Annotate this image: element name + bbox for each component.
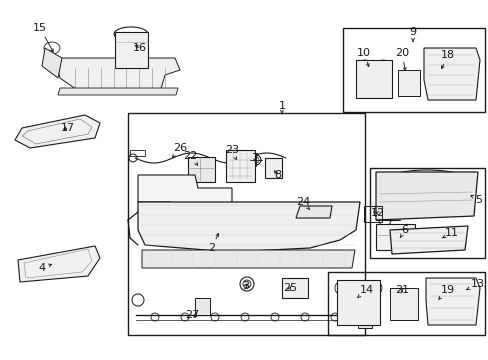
Polygon shape <box>115 32 148 68</box>
Text: 18: 18 <box>440 50 454 68</box>
Text: 22: 22 <box>183 151 197 165</box>
Circle shape <box>243 280 250 288</box>
Text: 13: 13 <box>466 279 484 290</box>
Text: 3: 3 <box>242 281 249 291</box>
Text: 19: 19 <box>438 285 454 299</box>
Text: 26: 26 <box>172 143 187 157</box>
Text: 5: 5 <box>470 195 482 205</box>
Polygon shape <box>389 226 467 254</box>
Bar <box>187 157 215 182</box>
Bar <box>342 28 484 112</box>
Circle shape <box>363 69 383 89</box>
Bar <box>282 278 307 298</box>
Bar <box>225 150 254 182</box>
Polygon shape <box>138 175 231 210</box>
Polygon shape <box>195 298 209 315</box>
Bar <box>357 308 371 328</box>
Polygon shape <box>425 278 479 325</box>
Polygon shape <box>58 88 178 95</box>
Circle shape <box>396 297 410 311</box>
Text: 11: 11 <box>441 228 458 238</box>
Text: 23: 23 <box>224 145 239 159</box>
Polygon shape <box>142 250 354 268</box>
Polygon shape <box>42 48 62 78</box>
Text: 21: 21 <box>394 285 408 295</box>
Polygon shape <box>15 115 100 148</box>
Text: 4: 4 <box>39 263 51 273</box>
Text: 25: 25 <box>283 283 296 293</box>
Bar <box>264 158 282 178</box>
Circle shape <box>289 283 299 293</box>
Text: 12: 12 <box>370 208 384 218</box>
Bar <box>375 224 414 250</box>
Bar <box>389 288 417 320</box>
Text: 16: 16 <box>133 43 147 53</box>
Text: 10: 10 <box>356 48 370 67</box>
Polygon shape <box>138 202 359 252</box>
Text: 8: 8 <box>274 170 281 180</box>
Text: 27: 27 <box>184 310 199 320</box>
Text: 15: 15 <box>33 23 53 52</box>
Polygon shape <box>55 58 180 92</box>
Bar <box>355 60 391 98</box>
Text: 6: 6 <box>399 225 407 238</box>
Text: 14: 14 <box>357 285 373 298</box>
Polygon shape <box>18 246 100 282</box>
Circle shape <box>402 77 414 89</box>
Text: 24: 24 <box>295 197 309 210</box>
Bar <box>336 280 379 325</box>
Text: 7: 7 <box>251 153 258 163</box>
Polygon shape <box>423 48 479 100</box>
Polygon shape <box>375 172 477 220</box>
Text: 2: 2 <box>208 234 218 253</box>
Text: 17: 17 <box>61 123 75 133</box>
Circle shape <box>346 290 369 314</box>
Text: 9: 9 <box>408 27 416 41</box>
Bar <box>128 113 364 335</box>
Bar <box>397 70 419 96</box>
Circle shape <box>267 163 278 173</box>
Text: 20: 20 <box>394 48 408 70</box>
Bar <box>327 272 484 335</box>
Polygon shape <box>295 206 331 218</box>
Bar <box>363 206 381 222</box>
Text: 1: 1 <box>278 101 285 114</box>
Bar <box>369 168 484 258</box>
